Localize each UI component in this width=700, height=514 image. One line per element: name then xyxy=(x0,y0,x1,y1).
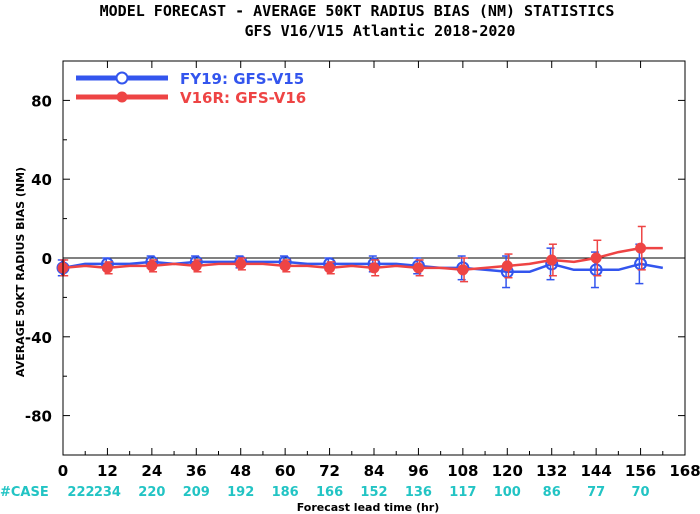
plot-area xyxy=(56,225,685,289)
legend-marker xyxy=(116,91,128,103)
legend-marker xyxy=(115,71,129,85)
x-tick-label: 12 xyxy=(97,462,118,480)
x-tick-label: 96 xyxy=(408,462,429,480)
case-count: 100 xyxy=(494,485,521,500)
case-count: 220 xyxy=(138,485,165,500)
case-count: 77 xyxy=(587,485,605,500)
x-tick-label: 168 xyxy=(669,462,700,480)
data-point xyxy=(546,254,558,266)
case-count: 186 xyxy=(272,485,299,500)
case-count: 166 xyxy=(316,485,343,500)
case-count: 234 xyxy=(94,485,121,500)
chart-subtitle: GFS V16/V15 Atlantic 2018-2020 xyxy=(245,22,516,40)
case-count: 86 xyxy=(543,485,561,500)
case-count: 136 xyxy=(405,485,432,500)
x-tick-label: 108 xyxy=(447,462,478,480)
x-tick-label: 36 xyxy=(186,462,207,480)
data-point xyxy=(324,262,336,274)
data-point xyxy=(235,258,247,270)
y-axis-label: AVERAGE 50KT RADIUS BIAS (NM) xyxy=(14,167,27,377)
data-point xyxy=(190,260,202,272)
series-line xyxy=(62,260,664,274)
y-tick-label: 40 xyxy=(31,171,52,189)
data-point xyxy=(412,262,424,274)
axes: 0 12 24 36 48 60 72 84 96 108 120 132 144 156 168 -80 -4… xyxy=(25,60,700,480)
legend-entry-1: FY19: GFS-V15 xyxy=(76,70,304,88)
case-count: 70 xyxy=(632,485,650,500)
x-tick-label: 60 xyxy=(275,462,296,480)
case-count: 209 xyxy=(183,485,210,500)
x-tick-label: 120 xyxy=(492,462,523,480)
x-tick-label: 72 xyxy=(319,462,340,480)
y-tick-label: 80 xyxy=(31,92,52,110)
x-tick-label: 132 xyxy=(536,462,567,480)
data-point xyxy=(279,260,291,272)
data-point xyxy=(368,262,380,274)
x-axis-label: Forecast lead time (hr) xyxy=(297,501,440,514)
case-count: 117 xyxy=(449,485,476,500)
case-row-label: #CASE xyxy=(0,485,49,500)
x-tick-label: 84 xyxy=(364,462,385,480)
case-count: 222 xyxy=(67,485,94,500)
series-2 xyxy=(57,225,663,283)
series-line xyxy=(62,246,663,272)
x-tick-label: 144 xyxy=(580,462,611,480)
case-counts: #CASE 222 234 220 209 192 186 166 152 136 117 100 8… xyxy=(0,485,650,500)
data-point xyxy=(457,264,469,276)
data-point xyxy=(590,252,602,264)
data-point xyxy=(146,260,158,272)
case-count: 192 xyxy=(227,485,254,500)
x-tick-label: 0 xyxy=(58,462,68,480)
legend-label: FY19: GFS-V15 xyxy=(180,70,304,88)
y-tick-label: -40 xyxy=(25,329,52,347)
data-point xyxy=(101,262,113,274)
data-point xyxy=(635,242,647,254)
y-tick-label: 0 xyxy=(42,250,52,268)
case-count: 152 xyxy=(360,485,387,500)
x-tick-label: 24 xyxy=(141,462,162,480)
legend-label: V16R: GFS-V16 xyxy=(180,89,306,107)
x-tick-label: 48 xyxy=(230,462,251,480)
y-tick-label: -80 xyxy=(25,408,52,426)
x-tick-label: 156 xyxy=(625,462,656,480)
legend-entry-2: V16R: GFS-V16 xyxy=(76,89,306,107)
chart-title: MODEL FORECAST - AVERAGE 50KT RADIUS BIA… xyxy=(100,2,615,20)
data-point xyxy=(501,260,513,272)
